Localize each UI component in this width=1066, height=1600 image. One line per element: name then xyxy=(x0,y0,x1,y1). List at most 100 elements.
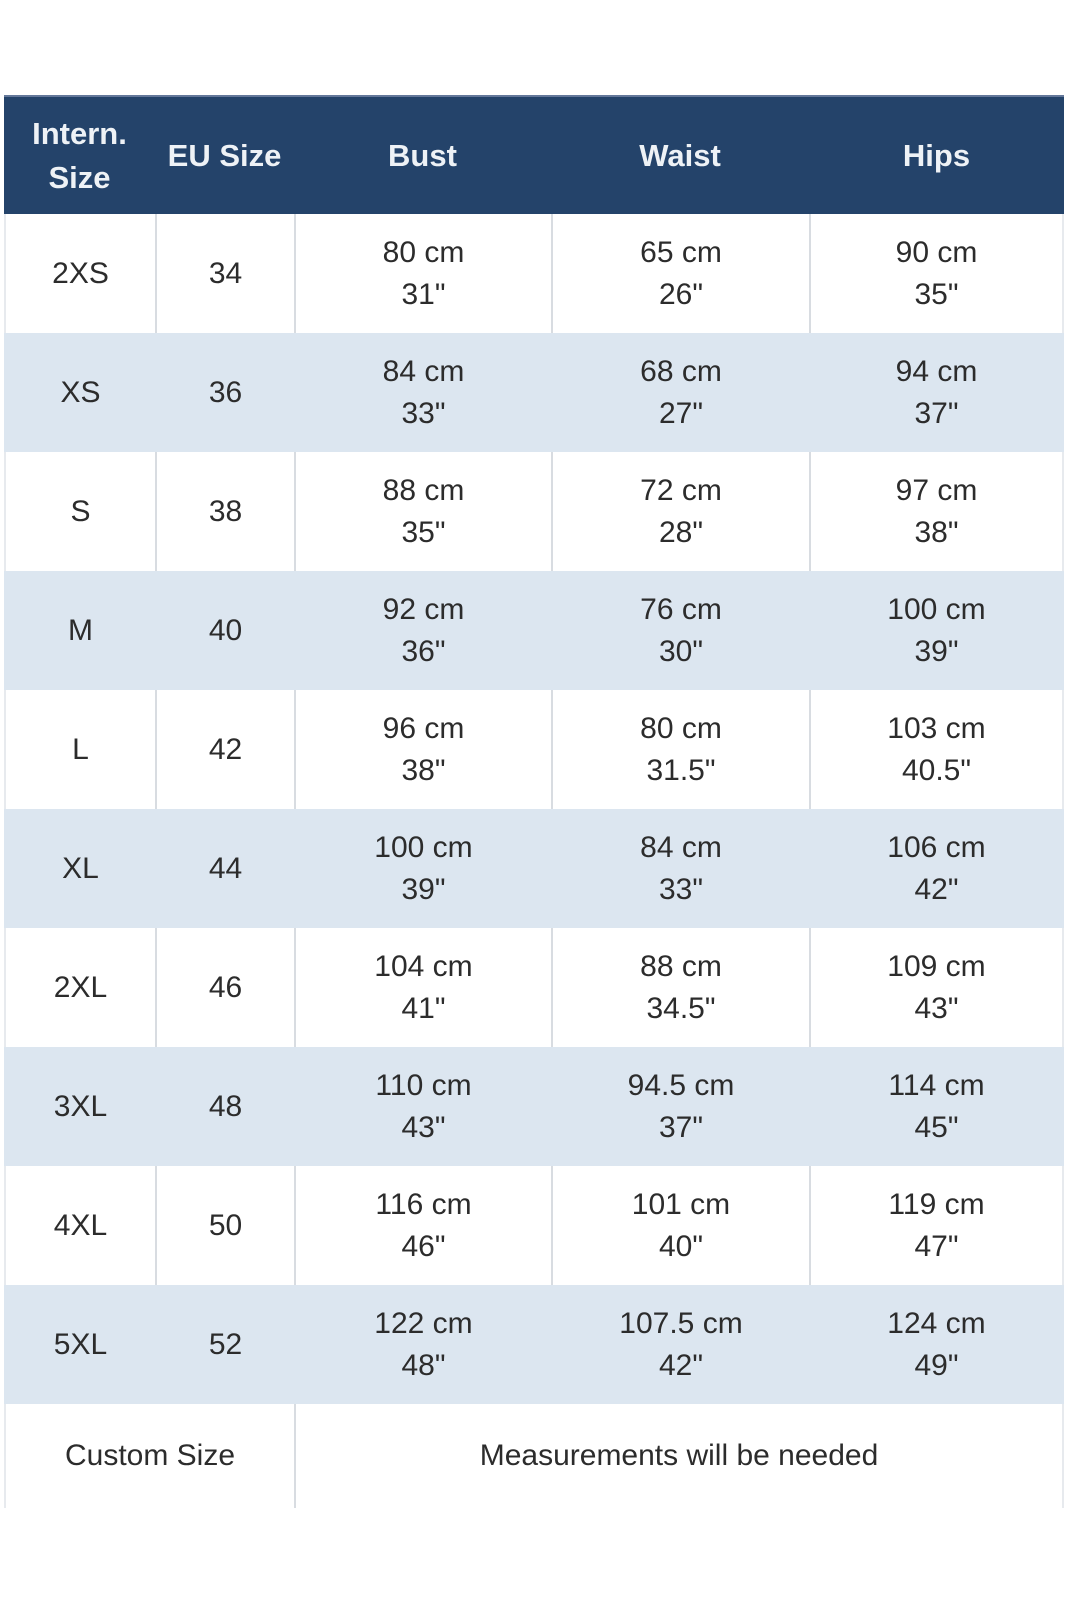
table-row-xl: XL 44 100 cm 39" 84 cm 33" 106 cm 42" xyxy=(4,809,1064,928)
hips-in-value: 49" xyxy=(914,1348,959,1382)
cell-hips: 114 cm 45" xyxy=(809,1047,1064,1166)
column-header-hips: Hips xyxy=(809,95,1064,214)
cell-bust: 88 cm 35" xyxy=(294,452,551,571)
waist-cm-value: 80 cm xyxy=(640,711,722,745)
bust-cm-value: 92 cm xyxy=(382,592,465,626)
bust-in-value: 31" xyxy=(401,277,446,311)
table-row-2xl: 2XL 46 104 cm 41" 88 cm 34.5" 109 cm 43" xyxy=(4,928,1064,1047)
table-row-xs: XS 36 84 cm 33" 68 cm 27" 94 cm 37" xyxy=(4,333,1064,452)
cell-hips: 109 cm 43" xyxy=(809,928,1064,1047)
cell-waist: 65 cm 26" xyxy=(551,214,809,333)
column-header-intern-size: Intern. Size xyxy=(4,95,155,214)
waist-cm-value: 101 cm xyxy=(631,1187,731,1221)
custom-size-label: Custom Size xyxy=(4,1404,294,1508)
waist-cm-value: 94.5 cm xyxy=(627,1068,735,1102)
cell-intern-size: XL xyxy=(4,809,155,928)
hips-cm-value: 94 cm xyxy=(895,354,978,388)
waist-cm-value: 76 cm xyxy=(640,592,722,626)
waist-in-value: 30" xyxy=(658,634,704,668)
cell-hips: 124 cm 49" xyxy=(809,1285,1064,1404)
table-row-3xl: 3XL 48 110 cm 43" 94.5 cm 37" 114 cm 45" xyxy=(4,1047,1064,1166)
waist-in-value: 31.5" xyxy=(646,753,716,787)
waist-in-value: 37" xyxy=(658,1110,704,1144)
hips-cm-value: 124 cm xyxy=(887,1306,986,1340)
bust-cm-value: 116 cm xyxy=(375,1187,472,1221)
table-row-4xl: 4XL 50 116 cm 46" 101 cm 40" 119 cm 47" xyxy=(4,1166,1064,1285)
cell-eu-size: 40 xyxy=(155,571,294,690)
hips-in-value: 40.5" xyxy=(901,753,972,787)
hips-cm-value: 114 cm xyxy=(888,1068,985,1102)
waist-cm-value: 65 cm xyxy=(640,235,722,269)
cell-eu-size: 48 xyxy=(155,1047,294,1166)
cell-waist: 76 cm 30" xyxy=(551,571,809,690)
cell-eu-size: 36 xyxy=(155,333,294,452)
cell-bust: 80 cm 31" xyxy=(294,214,551,333)
column-header-waist: Waist xyxy=(551,95,809,214)
cell-intern-size: S xyxy=(4,452,155,571)
waist-in-value: 42" xyxy=(658,1348,704,1382)
waist-cm-value: 68 cm xyxy=(640,354,722,388)
cell-hips: 119 cm 47" xyxy=(809,1166,1064,1285)
waist-cm-value: 88 cm xyxy=(640,949,722,983)
cell-hips: 100 cm 39" xyxy=(809,571,1064,690)
bust-cm-value: 84 cm xyxy=(382,354,465,388)
waist-in-value: 34.5" xyxy=(646,991,716,1025)
cell-eu-size: 38 xyxy=(155,452,294,571)
bust-in-value: 36" xyxy=(401,634,446,668)
hips-in-value: 42" xyxy=(914,872,959,906)
hips-in-value: 43" xyxy=(914,991,959,1025)
cell-waist: 101 cm 40" xyxy=(551,1166,809,1285)
table-row-l: L 42 96 cm 38" 80 cm 31.5" 103 cm 40.5" xyxy=(4,690,1064,809)
hips-in-value: 38" xyxy=(914,515,959,549)
waist-in-value: 26" xyxy=(658,277,704,311)
cell-intern-size: XS xyxy=(4,333,155,452)
column-header-bust: Bust xyxy=(294,95,551,214)
hips-in-value: 35" xyxy=(914,277,959,311)
cell-intern-size: 5XL xyxy=(4,1285,155,1404)
cell-waist: 88 cm 34.5" xyxy=(551,928,809,1047)
cell-bust: 100 cm 39" xyxy=(294,809,551,928)
cell-intern-size: 4XL xyxy=(4,1166,155,1285)
cell-intern-size: L xyxy=(4,690,155,809)
table-row-m: M 40 92 cm 36" 76 cm 30" 100 cm 39" xyxy=(4,571,1064,690)
bust-cm-value: 104 cm xyxy=(374,949,473,983)
bust-in-value: 39" xyxy=(401,872,446,906)
cell-waist: 94.5 cm 37" xyxy=(551,1047,809,1166)
size-chart-table: Intern. Size EU Size Bust Waist Hips 2XS… xyxy=(4,95,1064,1508)
cell-waist: 68 cm 27" xyxy=(551,333,809,452)
bust-in-value: 41" xyxy=(401,991,446,1025)
cell-hips: 90 cm 35" xyxy=(809,214,1064,333)
bust-cm-value: 88 cm xyxy=(382,473,465,507)
bust-cm-value: 80 cm xyxy=(382,235,465,269)
hips-cm-value: 103 cm xyxy=(887,711,986,745)
hips-in-value: 45" xyxy=(914,1110,959,1144)
cell-bust: 122 cm 48" xyxy=(294,1285,551,1404)
cell-bust: 84 cm 33" xyxy=(294,333,551,452)
bust-in-value: 46" xyxy=(401,1229,446,1263)
cell-eu-size: 50 xyxy=(155,1166,294,1285)
cell-intern-size: M xyxy=(4,571,155,690)
bust-cm-value: 122 cm xyxy=(374,1306,473,1340)
cell-bust: 96 cm 38" xyxy=(294,690,551,809)
cell-eu-size: 42 xyxy=(155,690,294,809)
waist-in-value: 27" xyxy=(658,396,704,430)
cell-eu-size: 44 xyxy=(155,809,294,928)
bust-in-value: 43" xyxy=(401,1110,446,1144)
waist-in-value: 28" xyxy=(658,515,704,549)
cell-bust: 92 cm 36" xyxy=(294,571,551,690)
hips-cm-value: 109 cm xyxy=(887,949,986,983)
cell-waist: 80 cm 31.5" xyxy=(551,690,809,809)
cell-hips: 94 cm 37" xyxy=(809,333,1064,452)
hips-cm-value: 106 cm xyxy=(887,830,986,864)
custom-size-row: Custom Size Measurements will be needed xyxy=(4,1404,1064,1508)
cell-intern-size: 2XL xyxy=(4,928,155,1047)
hips-cm-value: 90 cm xyxy=(895,235,978,269)
cell-intern-size: 2XS xyxy=(4,214,155,333)
hips-cm-value: 97 cm xyxy=(895,473,978,507)
table-row-2xs: 2XS 34 80 cm 31" 65 cm 26" 90 cm 35" xyxy=(4,214,1064,333)
cell-eu-size: 34 xyxy=(155,214,294,333)
waist-cm-value: 72 cm xyxy=(640,473,722,507)
custom-size-note: Measurements will be needed xyxy=(294,1404,1064,1508)
cell-eu-size: 46 xyxy=(155,928,294,1047)
cell-eu-size: 52 xyxy=(155,1285,294,1404)
